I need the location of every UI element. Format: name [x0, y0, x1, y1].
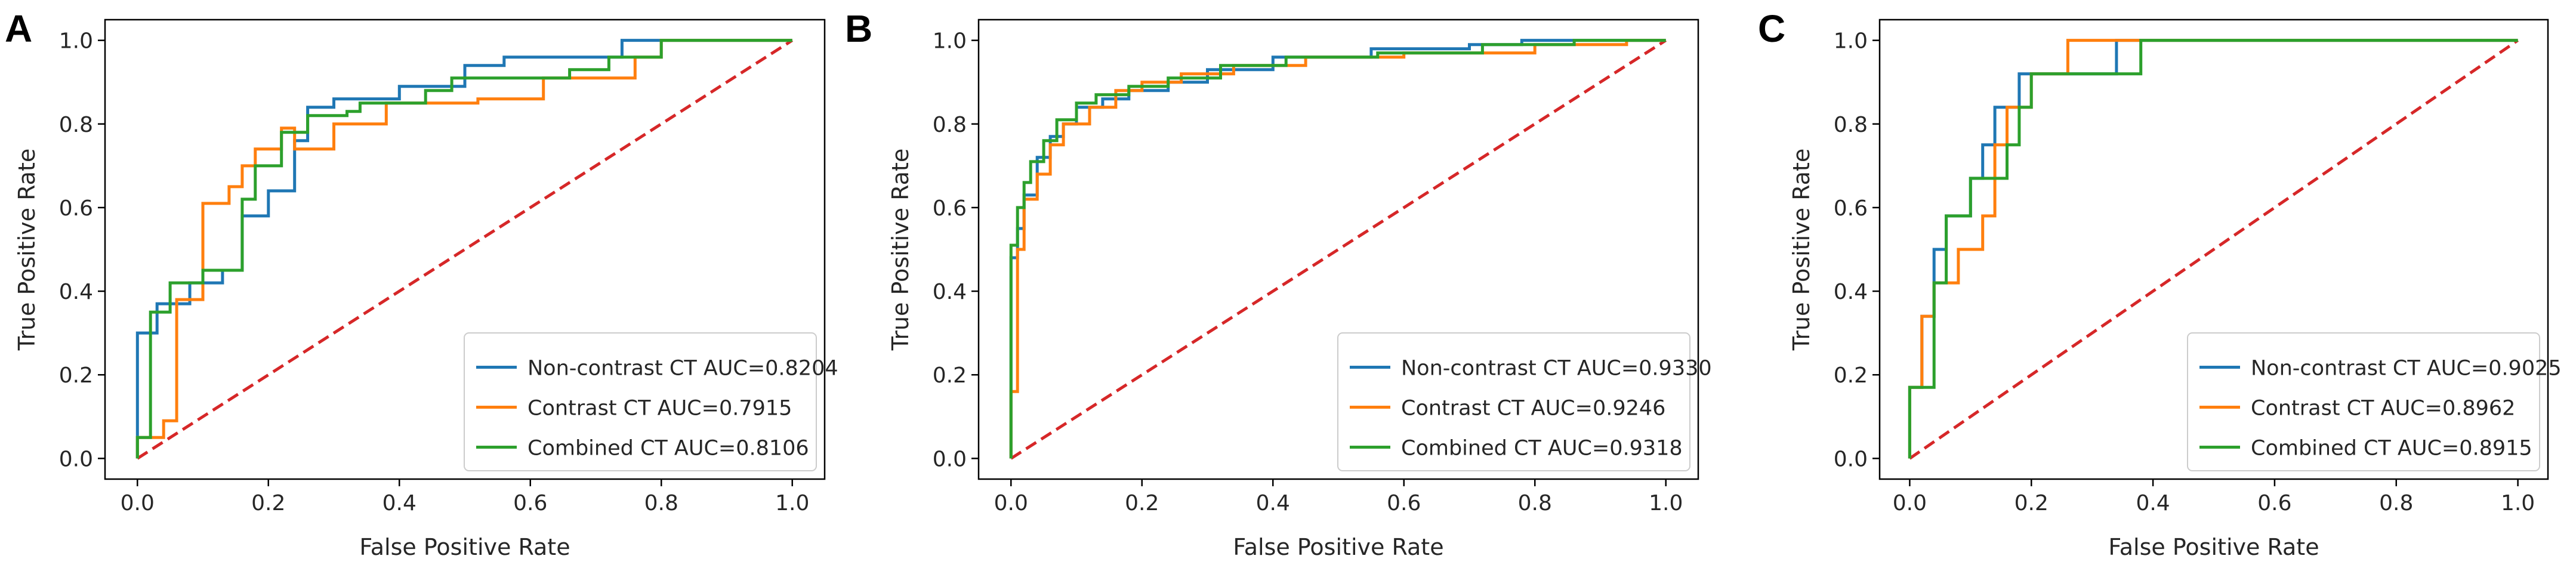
- panel-letter: B: [845, 7, 872, 50]
- y-tick-label: 0.6: [1834, 196, 1868, 221]
- legend: Non-contrast CT AUC=0.8204 Contrast CT AU…: [464, 332, 838, 471]
- x-tick-label: 0.4: [382, 491, 417, 515]
- roc-panel-b: B 0.0 0.2 0.4 0.6 0.8 1.0 0.0 0.2 0.4 0.6 0.8 1.0 Fal…: [845, 7, 1712, 560]
- x-tick-label: 0.8: [644, 491, 678, 515]
- legend-entry: Non-contrast CT AUC=0.9330: [1401, 357, 1712, 381]
- y-axis-label: True Positive Rate: [887, 149, 914, 351]
- legend-entry: Non-contrast CT AUC=0.9025: [2251, 357, 2562, 381]
- x-tick-label: 1.0: [2501, 491, 2535, 515]
- y-tick-label: 0.8: [59, 113, 93, 137]
- y-tick-label: 0.8: [933, 113, 967, 137]
- x-tick-label: 0.6: [513, 491, 547, 515]
- y-tick-label: 0.2: [59, 363, 93, 388]
- y-tick-label: 0.6: [933, 196, 967, 221]
- x-tick-label: 0.8: [2379, 491, 2413, 515]
- x-tick-label: 1.0: [775, 491, 809, 515]
- x-tick-label: 0.6: [2257, 491, 2291, 515]
- x-axis-label: False Positive Rate: [2108, 534, 2319, 560]
- y-axis-label: True Positive Rate: [1788, 149, 1815, 351]
- x-tick-label: 1.0: [1649, 491, 1683, 515]
- panel-letter: A: [5, 7, 32, 50]
- legend: Non-contrast CT AUC=0.9330 Contrast CT AU…: [1337, 332, 1712, 471]
- legend-box: [2187, 332, 2540, 471]
- x-tick-label: 0.2: [1125, 491, 1159, 515]
- panel-letter: C: [1758, 7, 1785, 50]
- y-tick-label: 1.0: [59, 29, 93, 54]
- x-tick-label: 0.2: [251, 491, 285, 515]
- roc-curve-combined: [1908, 39, 2518, 459]
- y-tick-label: 1.0: [933, 29, 967, 54]
- y-tick-label: 0.4: [59, 280, 93, 304]
- y-tick-label: 0.4: [1834, 280, 1868, 304]
- legend-entry: Contrast CT AUC=0.8962: [2251, 397, 2515, 421]
- series-group: [1009, 39, 1667, 460]
- y-tick-label: 0.0: [59, 447, 93, 471]
- y-tick-label: 1.0: [1834, 29, 1868, 54]
- roc-curve-combined: [135, 39, 792, 459]
- x-tick-label: 0.0: [994, 491, 1028, 515]
- x-axis-label: False Positive Rate: [1233, 534, 1443, 560]
- legend-entry: Combined CT AUC=0.9318: [1401, 437, 1683, 461]
- chance-line: [136, 39, 794, 460]
- roc-panel-a: A 0.0 0.2 0.4 0.6 0.8 1.0 0.0 0.2 0.4 0.6 0.8 1.0 Fal…: [5, 7, 838, 560]
- y-tick-label: 0.4: [933, 280, 967, 304]
- y-tick-label: 0.8: [1834, 113, 1868, 137]
- legend: Non-contrast CT AUC=0.9025 Contrast CT AU…: [2187, 332, 2562, 471]
- legend-box: [1337, 332, 1690, 471]
- x-tick-label: 0.8: [1518, 491, 1552, 515]
- series-group: [1908, 39, 2519, 460]
- chance-line: [1908, 39, 2519, 460]
- legend-entry: Combined CT AUC=0.8106: [527, 437, 809, 461]
- legend-entry: Contrast CT AUC=0.9246: [1401, 397, 1665, 421]
- x-tick-label: 0.2: [2014, 491, 2049, 515]
- roc-curve-combined: [1009, 39, 1666, 459]
- x-tick-label: 0.0: [121, 491, 155, 515]
- y-tick-label: 0.6: [59, 196, 93, 221]
- roc-panel-c: C 0.0 0.2 0.4 0.6 0.8 1.0 0.0 0.2 0.4 0.6 0.8 1.0 Fal…: [1758, 7, 2562, 560]
- y-tick-label: 0.0: [933, 447, 967, 471]
- x-tick-label: 0.4: [1256, 491, 1290, 515]
- x-axis-label: False Positive Rate: [359, 534, 570, 560]
- y-axis-label: True Positive Rate: [14, 149, 40, 351]
- chance-line: [1010, 39, 1667, 460]
- legend-box: [464, 332, 817, 471]
- legend-entry: Contrast CT AUC=0.7915: [527, 397, 792, 421]
- legend-entry: Non-contrast CT AUC=0.8204: [527, 357, 838, 381]
- legend-entry: Combined CT AUC=0.8915: [2251, 437, 2532, 461]
- x-tick-label: 0.0: [1893, 491, 1927, 515]
- y-tick-label: 0.0: [1834, 447, 1868, 471]
- series-group: [135, 39, 794, 460]
- x-tick-label: 0.6: [1387, 491, 1421, 515]
- x-tick-label: 0.4: [2136, 491, 2170, 515]
- y-tick-label: 0.2: [1834, 363, 1868, 388]
- y-tick-label: 0.2: [933, 363, 967, 388]
- roc-curve-contrast: [135, 39, 792, 459]
